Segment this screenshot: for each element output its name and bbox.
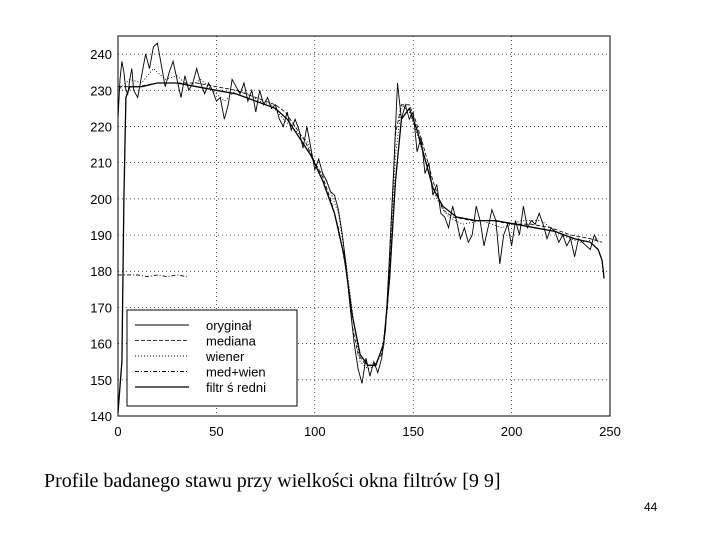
page-number: 44: [644, 500, 658, 514]
x-tick-label: 50: [209, 424, 223, 439]
x-tick-label: 0: [114, 424, 121, 439]
legend-label: med+wien: [206, 365, 266, 380]
y-tick-label: 240: [90, 47, 112, 62]
line-chart: 0 50 100 150 200 250 140 150 160 170 180 190 200 210 2…: [90, 35, 621, 439]
legend-label: mediana: [206, 334, 257, 349]
series-line: [118, 274, 187, 278]
y-tick-label: 200: [90, 192, 112, 207]
y-tick-label: 160: [90, 337, 112, 352]
y-tick-label: 170: [90, 300, 112, 315]
legend-box: [126, 309, 298, 407]
y-tick-label: 230: [90, 83, 112, 98]
x-tick-label: 150: [402, 424, 424, 439]
y-tick-label: 220: [90, 119, 112, 134]
plot-frame: [117, 35, 611, 417]
chart-series: [117, 42, 605, 413]
y-tick-label: 190: [90, 228, 112, 243]
figure-caption: Profile badanego stawu przy wielkości ok…: [44, 470, 501, 492]
x-tick-label: 250: [599, 424, 621, 439]
y-tick-label: 140: [90, 409, 112, 424]
axis-ticks: 0 50 100 150 200 250 140 150 160 170 180 190 200 210 2…: [90, 47, 621, 439]
series-line: [117, 42, 599, 384]
x-tick-label: 100: [304, 424, 326, 439]
y-tick-label: 150: [90, 373, 112, 388]
legend-label: filtr ś redni: [206, 380, 266, 395]
y-tick-label: 210: [90, 156, 112, 171]
x-tick-label: 200: [501, 424, 523, 439]
series-line: [117, 82, 605, 413]
y-tick-label: 180: [90, 264, 112, 279]
legend-label: oryginał: [206, 318, 252, 333]
legend-label: wiener: [205, 349, 245, 364]
